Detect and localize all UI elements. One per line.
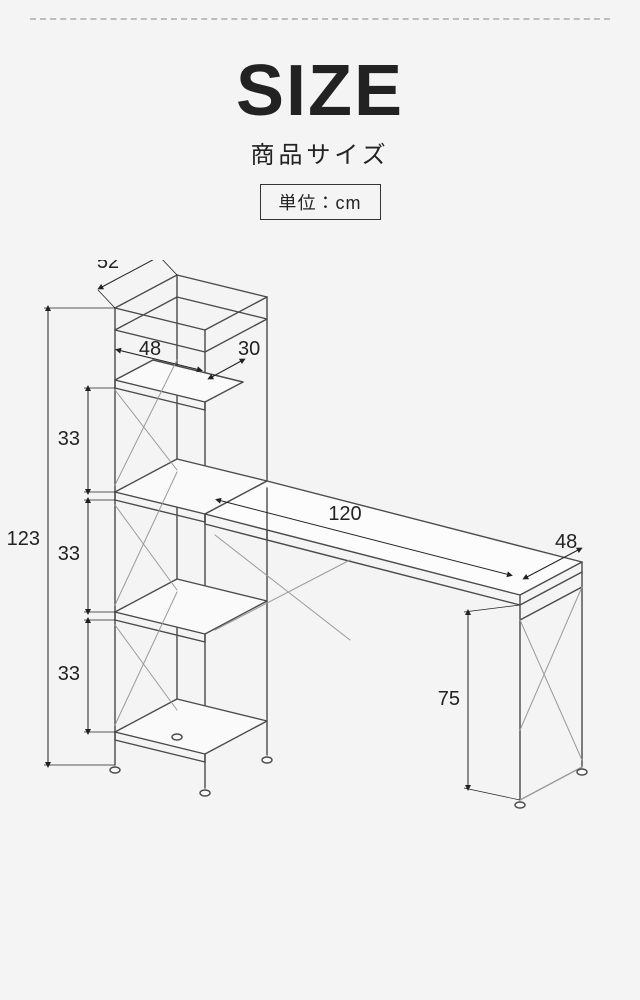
size-subtitle: 商品サイズ [0,135,640,170]
dim-spacing-2: 33 [58,543,80,565]
dim-upper-depth: 30 [238,338,260,360]
dim-desk-depth: 48 [555,531,577,553]
dim-shelf-width: 48 [139,338,161,360]
size-title: SIZE [0,55,640,127]
unit-badge: 単位：cm [260,184,381,220]
dim-total-depth: 52 [97,260,119,273]
dimension-diagram: 52 48 30 33 33 33 123 120 48 75 [0,260,640,820]
dim-desk-width: 120 [328,503,361,525]
dim-total-height: 123 [7,528,40,550]
top-dashed-rule [30,18,610,20]
dim-spacing-3: 33 [58,663,80,685]
header: SIZE 商品サイズ 単位：cm [0,55,640,220]
dim-desk-height: 75 [438,688,460,710]
dim-spacing-1: 33 [58,428,80,450]
